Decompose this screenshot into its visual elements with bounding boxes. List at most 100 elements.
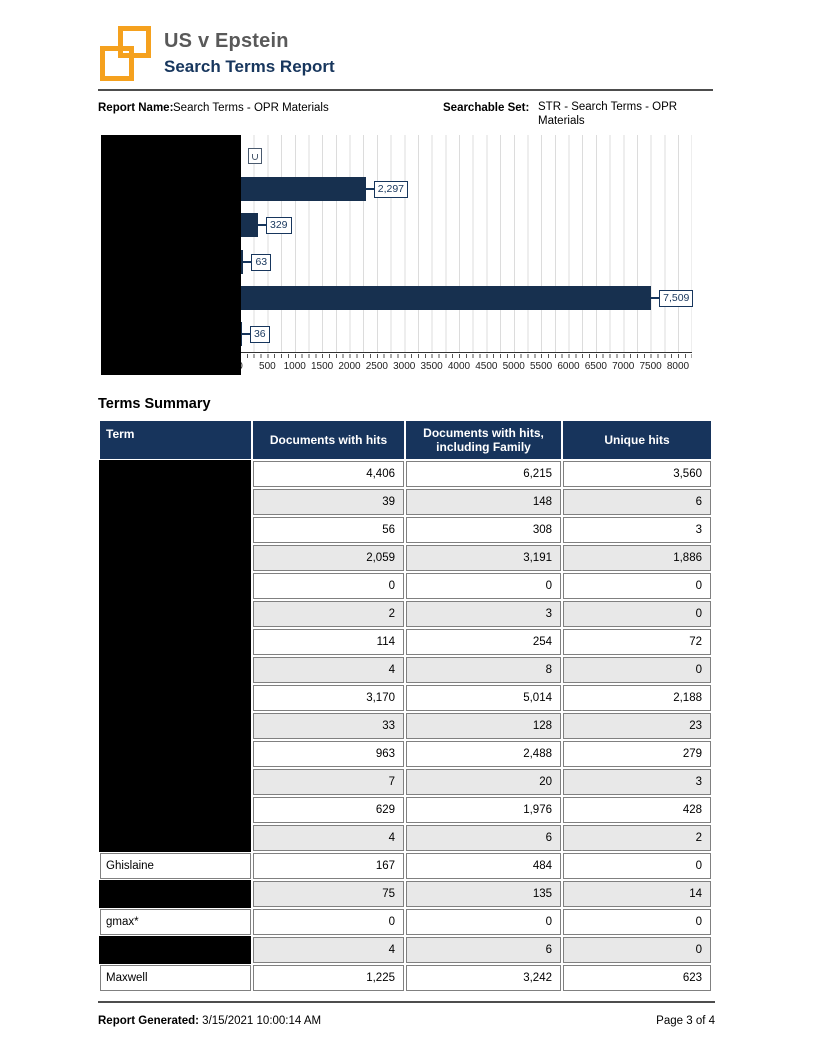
logo-square-big	[100, 46, 134, 81]
x-tick-label: 1500	[311, 361, 334, 372]
table-header-row: Term Documents with hits Documents with …	[100, 421, 711, 459]
value-label: 2,297	[373, 181, 409, 199]
docs-with-hits-cell: 4	[253, 937, 404, 963]
docs-with-hits-cell: 3,170	[253, 685, 404, 711]
chart-redaction-box	[101, 135, 241, 375]
clipped-value-label	[248, 148, 262, 164]
docs-with-hits-cell: 629	[253, 797, 404, 823]
x-tick-label: 1000	[283, 361, 306, 372]
unique-hits-cell: 2	[563, 825, 711, 851]
docs-with-hits-cell: 4	[253, 825, 404, 851]
docs-with-hits-family-cell: 0	[406, 573, 561, 599]
term-cell-redacted	[99, 600, 251, 628]
header-titles: US v Epstein Search Terms Report	[164, 24, 335, 77]
table-row: 33 128 23	[99, 712, 711, 740]
value-label: 36	[249, 326, 270, 343]
docs-with-hits-family-cell: 0	[406, 909, 561, 935]
x-tick-label: 4000	[447, 361, 471, 372]
column-header-unique-hits: Unique hits	[563, 421, 711, 459]
chart-plot-area	[240, 135, 692, 353]
x-tick-label: 500	[259, 361, 276, 372]
docs-with-hits-cell: 4	[253, 657, 404, 683]
column-header-docs-with-hits-family: Documents with hits, including Family	[406, 421, 561, 459]
x-tick-label: 5000	[502, 361, 525, 372]
docs-with-hits-family-cell: 128	[406, 713, 561, 739]
docs-with-hits-cell: 7	[253, 769, 404, 795]
docs-with-hits-family-cell: 254	[406, 629, 561, 655]
docs-with-hits-cell: 167	[253, 853, 404, 879]
x-tick-label: 4500	[475, 361, 498, 372]
term-cell: gmax*	[100, 909, 251, 935]
docs-with-hits-cell: 0	[253, 573, 404, 599]
header-divider	[98, 89, 713, 91]
docs-with-hits-family-cell: 148	[406, 489, 561, 515]
unique-hits-cell: 0	[563, 601, 711, 627]
x-tick-label: 7000	[612, 361, 635, 372]
term-cell-redacted	[99, 768, 251, 796]
term-cell-redacted	[99, 488, 251, 516]
unique-hits-cell: 0	[563, 657, 711, 683]
table-row: 39 148 6	[99, 488, 711, 516]
unique-hits-cell: 3,560	[563, 461, 711, 487]
terms-summary-table: Term Documents with hits Documents with …	[98, 419, 713, 993]
table-row: 3,170 5,014 2,188	[99, 684, 711, 712]
column-header-term: Term	[100, 421, 251, 459]
table-row: gmax* 0 0 0	[100, 909, 711, 935]
docs-with-hits-family-cell: 6	[406, 825, 561, 851]
table-row: 963 2,488 279	[99, 740, 711, 768]
bar	[240, 213, 258, 238]
docs-with-hits-family-cell: 6	[406, 937, 561, 963]
terms-summary-table-wrap: Term Documents with hits Documents with …	[98, 419, 713, 993]
x-tick-label: 3500	[420, 361, 443, 372]
report-generated: Report Generated: 3/15/2021 10:00:14 AM	[98, 1015, 321, 1027]
footer-divider	[98, 1001, 715, 1003]
value-label-connector	[651, 296, 660, 299]
x-tick-label: 6500	[584, 361, 607, 372]
docs-with-hits-family-cell: 3	[406, 601, 561, 627]
x-tick-label: 8000	[666, 361, 690, 372]
term-cell-redacted	[99, 936, 251, 964]
table-row: 56 308 3	[99, 516, 711, 544]
bar	[240, 285, 652, 310]
term-cell-redacted	[99, 516, 251, 544]
table-row: Maxwell 1,225 3,242 623	[100, 965, 711, 991]
unique-hits-cell: 3	[563, 517, 711, 543]
table-row: 114 254 72	[99, 628, 711, 656]
docs-with-hits-family-cell: 308	[406, 517, 561, 543]
bar	[240, 177, 366, 202]
table-row: Ghislaine 167 484 0	[100, 853, 711, 879]
x-tick-label: 2500	[365, 361, 388, 372]
unique-hits-cell: 0	[563, 573, 711, 599]
docs-with-hits-family-cell: 3,191	[406, 545, 561, 571]
term-cell: Ghislaine	[100, 853, 251, 879]
value-label: 7,509	[659, 289, 694, 307]
unique-hits-cell: 14	[563, 881, 711, 907]
report-name-value: Search Terms - OPR Materials	[173, 102, 329, 114]
unique-hits-cell: 0	[563, 909, 711, 935]
searchable-set-label: Searchable Set:	[443, 102, 530, 114]
case-title: US v Epstein	[164, 30, 289, 52]
report-header: US v Epstein Search Terms Report	[98, 24, 713, 86]
term-cell-redacted	[99, 544, 251, 572]
docs-with-hits-family-cell: 8	[406, 657, 561, 683]
docs-with-hits-family-cell: 484	[406, 853, 561, 879]
docs-with-hits-cell: 2,059	[253, 545, 404, 571]
x-tick-label: 3000	[393, 361, 416, 372]
value-label-connector	[258, 224, 266, 227]
docs-with-hits-family-cell: 3,242	[406, 965, 561, 991]
page-number: Page 3 of 4	[656, 1015, 715, 1027]
docs-with-hits-family-cell: 20	[406, 769, 561, 795]
table-row: 2,059 3,191 1,886	[99, 544, 711, 572]
report-meta: Report Name: Search Terms - OPR Material…	[98, 101, 713, 132]
x-tick-label: 2000	[338, 361, 361, 372]
logo-square-small	[118, 26, 151, 58]
unique-hits-cell: 2,188	[563, 685, 711, 711]
unique-hits-cell: 623	[563, 965, 711, 991]
value-label-connector	[365, 188, 374, 191]
docs-with-hits-cell: 1,225	[253, 965, 404, 991]
